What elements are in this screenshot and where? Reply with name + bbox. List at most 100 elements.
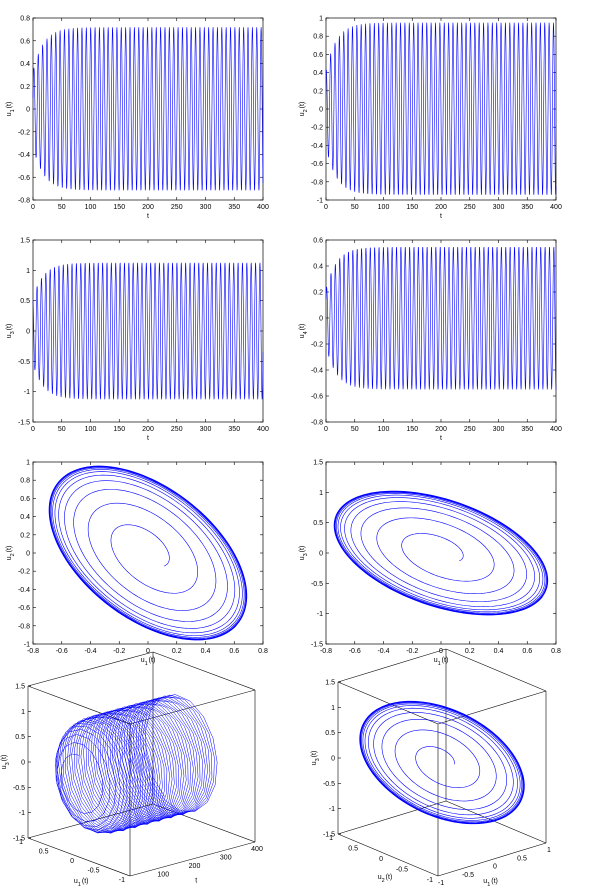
x-tick-label: 250 xyxy=(464,426,476,433)
y-tick-label: 0.8 xyxy=(313,34,323,41)
x-tick-label: -0.4 xyxy=(377,648,389,655)
x-axis-label: u1(t) xyxy=(141,657,156,667)
y-tick-label: -1 xyxy=(24,642,30,649)
x-tick-label: 400 xyxy=(257,204,269,211)
y-tick-label: 0.2 xyxy=(313,88,323,95)
z-tick-label: -1 xyxy=(329,806,335,813)
z-tick-label: -1.5 xyxy=(323,832,335,839)
y-tick-label: 0.5 xyxy=(20,298,30,305)
x-axis-label: t xyxy=(440,435,442,442)
x-tick-label: 0 xyxy=(146,648,150,655)
y-tick-label: 0 xyxy=(70,858,74,865)
z-tick-label: 0.5 xyxy=(325,730,335,737)
z-tick-label: -1.5 xyxy=(13,836,25,843)
y-tick-label: -0.4 xyxy=(311,143,323,150)
y-tick-label: 1 xyxy=(319,490,323,497)
x-tick-label: 150 xyxy=(113,426,125,433)
y-axis-label: u1(t) xyxy=(74,878,89,887)
x-axis-label: t xyxy=(147,435,149,442)
x-tick-label: 200 xyxy=(142,426,154,433)
x-tick-label: 0.6 xyxy=(522,648,532,655)
x-axis-label: t xyxy=(440,213,442,220)
x-tick-label: 100 xyxy=(378,426,390,433)
y-tick-label: -0.6 xyxy=(311,161,323,168)
x-tick-label: -0.2 xyxy=(113,648,125,655)
x-tick-label: 0 xyxy=(493,864,497,871)
x-tick-label: 400 xyxy=(550,204,562,211)
x-tick-label: 100 xyxy=(157,872,169,879)
y-tick-label: 0.6 xyxy=(313,238,323,245)
x-tick-label: 100 xyxy=(378,204,390,211)
x-tick-label: 300 xyxy=(493,204,505,211)
y-tick-label: -0.8 xyxy=(18,623,30,630)
box-edge xyxy=(129,689,256,725)
z-tick-label: 1.5 xyxy=(15,684,25,691)
chart-5: -0.8 -0.6 -0.4 -0.2 0 0.2 0.4 0.6 0.8-1-0.8-0.6-… xyxy=(6,460,268,668)
y-axis-label: u1(t) xyxy=(6,102,16,117)
z-tick-label: -1 xyxy=(19,810,25,817)
box-edge xyxy=(337,681,439,725)
y-tick-label: 0.4 xyxy=(20,61,30,68)
x-tick-label: 250 xyxy=(171,204,183,211)
x-tick-label: 350 xyxy=(228,204,240,211)
x-tick-label: 0 xyxy=(31,204,35,211)
x-tick-label: 200 xyxy=(435,426,447,433)
y-tick-label: 0 xyxy=(26,329,30,336)
y-tick-label: -1 xyxy=(119,877,125,884)
z-axis-label: u3(t) xyxy=(311,751,321,766)
y-tick-label: -0.5 xyxy=(311,581,323,588)
y-tick-label: -0.8 xyxy=(18,198,30,205)
x-tick-label: 200 xyxy=(142,204,154,211)
x-tick-label: 0 xyxy=(324,204,328,211)
x-tick-label: -0.4 xyxy=(84,648,96,655)
y-axis-label: u4(t) xyxy=(299,324,309,339)
x-tick-label: 350 xyxy=(521,426,533,433)
x-tick-label: 0 xyxy=(324,426,328,433)
y-tick-label: 1 xyxy=(329,835,333,842)
plot-area xyxy=(325,461,557,645)
y-tick-label: 0 xyxy=(26,107,30,114)
y-tick-label: 0.6 xyxy=(20,496,30,503)
box-edge xyxy=(27,685,131,725)
box-edge xyxy=(445,800,547,844)
x-tick-label: -0.6 xyxy=(56,648,68,655)
y-tick-label: 0.6 xyxy=(20,38,30,45)
series-line xyxy=(32,27,264,191)
x-tick-label: 50 xyxy=(58,426,66,433)
y-tick-label: -0.8 xyxy=(311,179,323,186)
box-edge xyxy=(437,690,547,725)
y-tick-label: -0.6 xyxy=(311,394,323,401)
z-axis-label: u3(t) xyxy=(1,755,11,770)
x-tick-label: 100 xyxy=(85,426,97,433)
y-tick-label: 0 xyxy=(319,316,323,323)
y-tick-label: 1.5 xyxy=(313,460,323,467)
z-tick-label: 1.5 xyxy=(325,680,335,687)
box-edge xyxy=(437,842,547,877)
y-tick-label: -0.5 xyxy=(18,359,30,366)
chart-7: -1.5 -1 -0.5 0 0.5 1 1.5 -1 -0.5 0 0.5 1 100 200 300 40… xyxy=(1,651,263,887)
x-tick-label: 200 xyxy=(435,204,447,211)
box-edge xyxy=(152,803,256,843)
y-tick-label: 1 xyxy=(26,268,30,275)
trajectory xyxy=(55,694,218,834)
box-edge xyxy=(337,833,439,877)
y-tick-label: -0.4 xyxy=(18,587,30,594)
y-tick-label: 0.2 xyxy=(20,532,30,539)
y-tick-label: -0.6 xyxy=(18,175,30,182)
series-line xyxy=(325,246,557,390)
y-tick-label: -0.2 xyxy=(18,569,30,576)
y-tick-label: -0.2 xyxy=(311,125,323,132)
x-tick-label: 400 xyxy=(251,846,263,853)
box-edge xyxy=(445,648,547,692)
x-tick-label: -0.8 xyxy=(320,648,332,655)
chart-8: -1.5 -1 -0.5 0 0.5 1 1.5 -1 -0.5 0 0.5 1 -1 -0.5 0 0.5 1… xyxy=(311,648,551,887)
plot-area xyxy=(32,461,264,645)
y-axis-label: u3(t) xyxy=(299,546,309,561)
y-tick-label: -1 xyxy=(317,611,323,618)
x-tick-label: 50 xyxy=(58,204,66,211)
y-tick-label: 0.5 xyxy=(313,520,323,527)
x-tick-label: 50 xyxy=(351,204,359,211)
x-tick-label: -0.6 xyxy=(349,648,361,655)
x-axis-label: t xyxy=(195,878,197,885)
